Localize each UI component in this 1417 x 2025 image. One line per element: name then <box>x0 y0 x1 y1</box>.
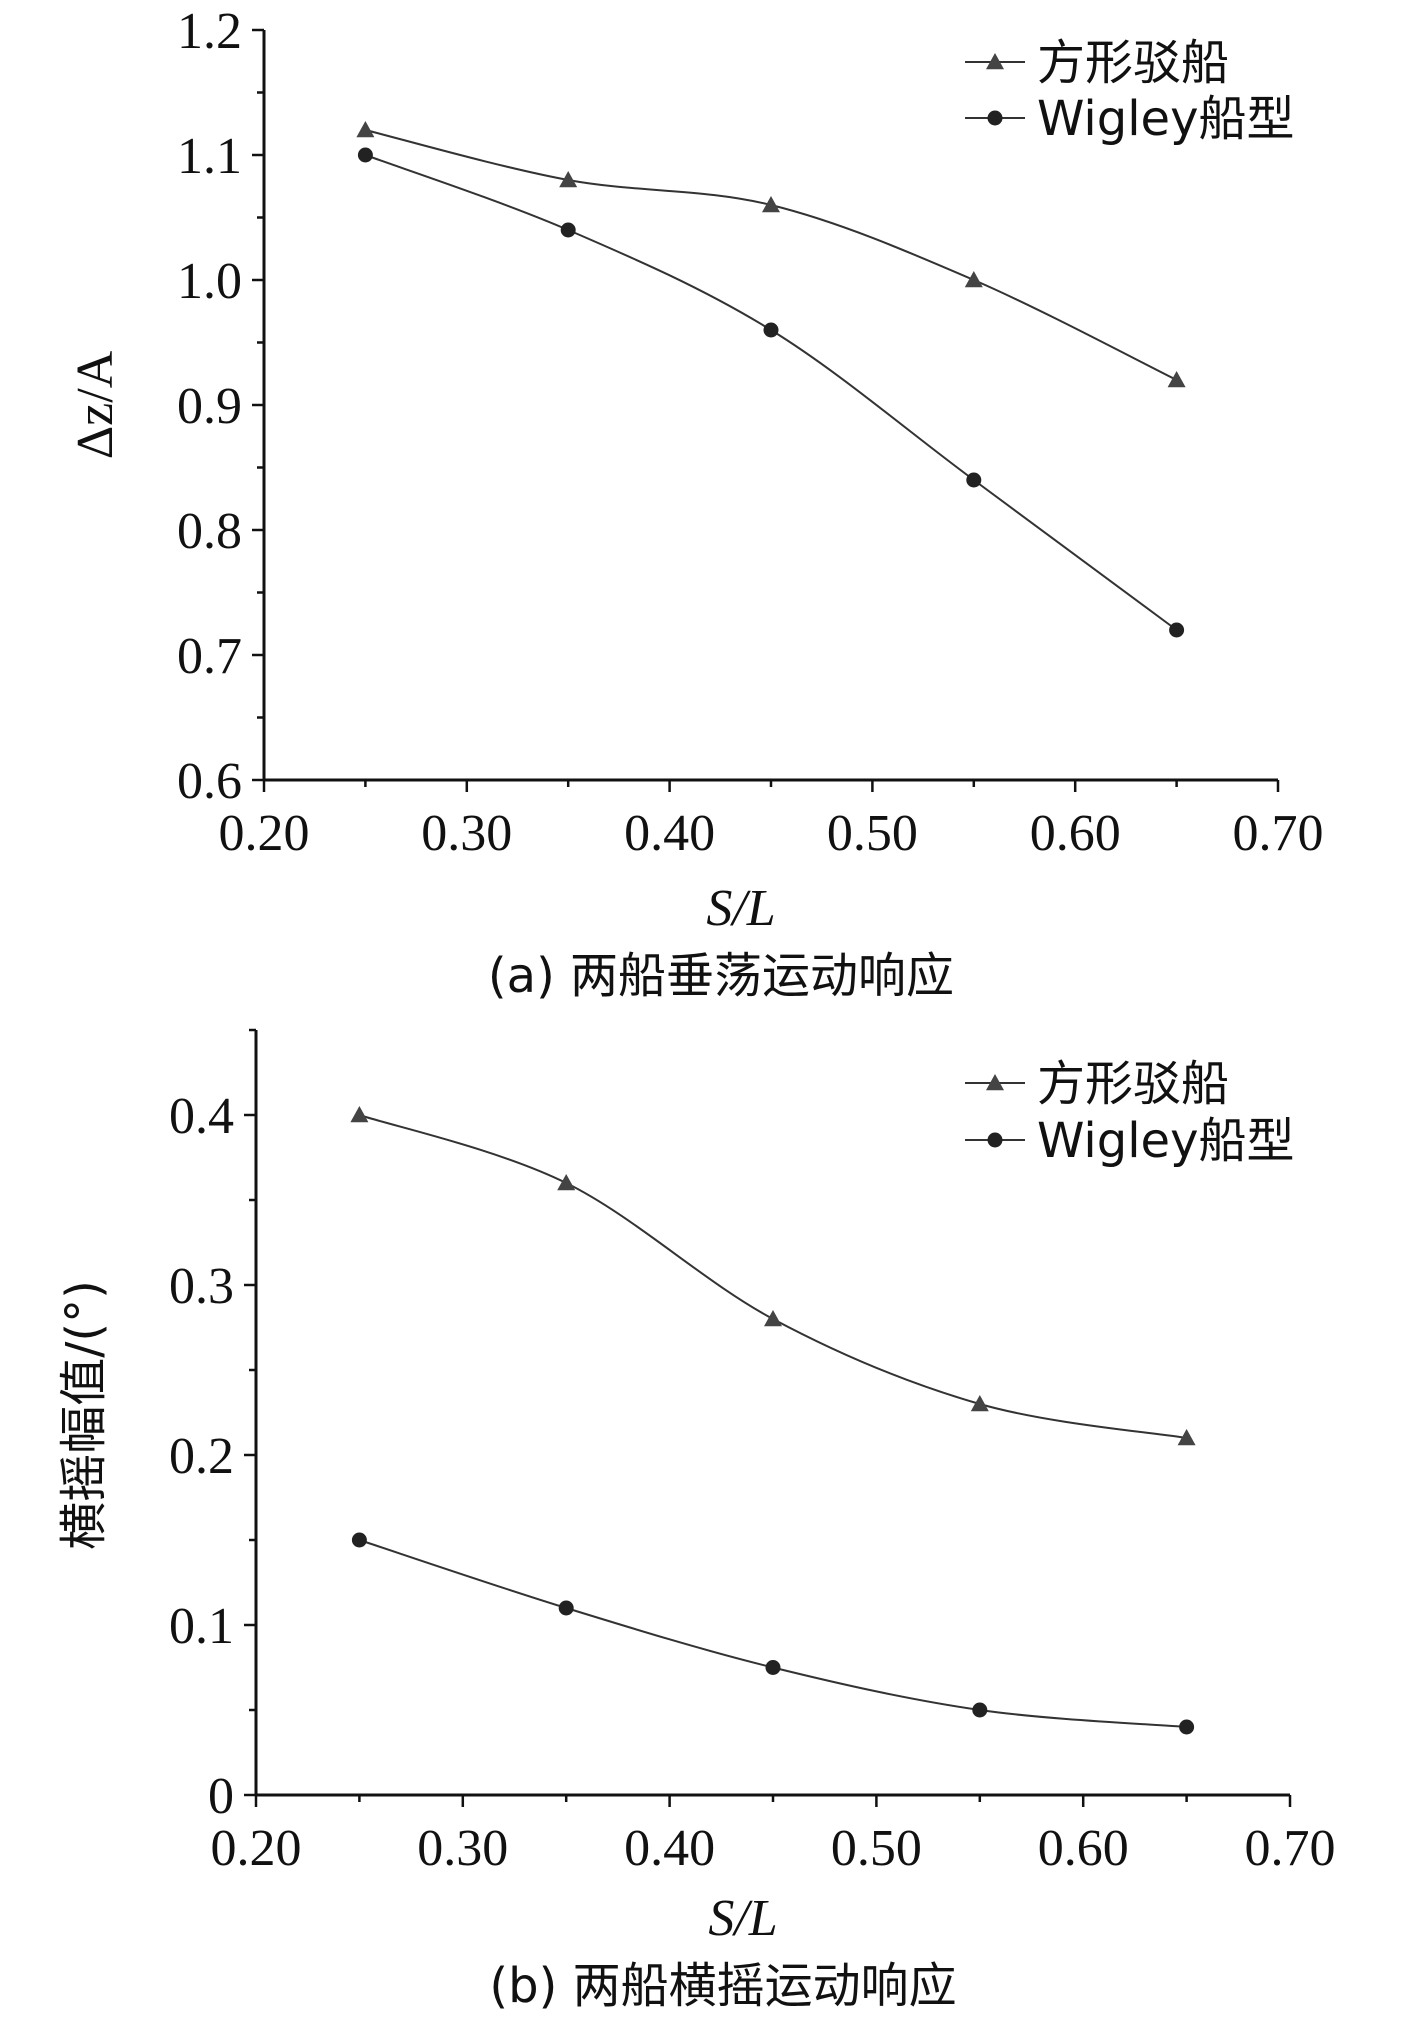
x-tick-label: 0.30 <box>417 1820 508 1877</box>
chart-roll-response: 0.20 0.30 0.40 0.50 0.60 0.70 0 0.1 0.2 0.3 0.4 S/L… <box>56 1028 1336 2014</box>
series-line-2 <box>365 154 1178 631</box>
legend-label: Wigley船型 <box>1037 1113 1295 1169</box>
data-point-series-2 <box>972 1702 988 1718</box>
data-point-series-1 <box>764 1310 782 1327</box>
legend-label: 方形驳船 <box>1037 1056 1229 1112</box>
x-tick-label: 0.70 <box>1245 1820 1336 1877</box>
legend-marker <box>987 110 1003 126</box>
data-point-series-2 <box>1169 622 1185 638</box>
series-line-2 <box>359 1539 1187 1728</box>
y-tick-label: 0.4 <box>169 1088 234 1145</box>
x-tick-label: 0.50 <box>827 805 918 862</box>
x-axis-title: S/L <box>706 880 775 937</box>
legend-marker <box>986 1074 1004 1091</box>
data-point-series-1 <box>964 271 983 288</box>
series-line-1 <box>365 129 1178 381</box>
y-axis-title: Δz/A <box>67 350 124 459</box>
data-point-series-1 <box>762 196 780 213</box>
data-point-series-2 <box>560 222 576 238</box>
data-point-series-2 <box>1179 1719 1195 1735</box>
x-tick-label: 0.60 <box>1030 805 1121 862</box>
y-tick-label: 0.8 <box>177 503 242 560</box>
data-point-series-1 <box>1167 371 1186 388</box>
x-tick-label: 0.20 <box>219 805 310 862</box>
x-tick-label: 0.40 <box>624 1820 715 1877</box>
x-tick-label: 0.30 <box>421 805 512 862</box>
data-point-series-1 <box>970 1395 989 1412</box>
x-tick-label: 0.20 <box>211 1820 302 1877</box>
y-tick-label: 0.3 <box>169 1258 234 1315</box>
legend-marker <box>987 1132 1003 1148</box>
legend-label: 方形驳船 <box>1037 35 1229 91</box>
chart-caption: (b) 两船横摇运动响应 <box>489 1958 956 2014</box>
data-point-series-2 <box>357 147 373 163</box>
legend-label: Wigley船型 <box>1037 91 1295 147</box>
legend-marker <box>986 53 1004 70</box>
data-point-series-1 <box>356 121 375 138</box>
y-tick-label: 0.6 <box>177 753 242 810</box>
data-point-series-2 <box>966 472 982 488</box>
x-axis-title: S/L <box>708 1890 777 1947</box>
y-tick-label: 0.2 <box>169 1428 234 1485</box>
chart-caption: (a) 两船垂荡运动响应 <box>488 948 954 1004</box>
y-axis-title: 横摇幅值/(°) <box>56 1280 112 1550</box>
data-point-series-1 <box>559 171 578 188</box>
data-point-series-2 <box>765 1660 781 1675</box>
data-point-series-1 <box>1177 1429 1196 1446</box>
x-tick-label: 0.60 <box>1038 1820 1129 1877</box>
data-point-series-1 <box>350 1106 369 1123</box>
y-tick-label: 0.9 <box>177 378 242 435</box>
x-tick-label: 0.50 <box>831 1820 922 1877</box>
y-tick-label: 0.1 <box>169 1598 234 1655</box>
x-tick-label: 0.40 <box>624 805 715 862</box>
data-point-series-2 <box>558 1600 574 1616</box>
y-tick-label: 1.2 <box>177 3 242 60</box>
y-tick-label: 0.7 <box>177 628 242 685</box>
x-tick-label: 0.70 <box>1233 805 1324 862</box>
chart-heave-response: 0.20 0.30 0.40 0.50 0.60 0.70 0.6 0.7 0.8 0.9 1.0 1… <box>67 3 1324 1004</box>
y-tick-label: 0 <box>208 1768 234 1825</box>
data-point-series-1 <box>557 1174 576 1191</box>
data-point-series-2 <box>351 1532 367 1548</box>
y-tick-label: 1.0 <box>177 253 242 310</box>
y-tick-label: 1.1 <box>177 128 242 185</box>
data-point-series-2 <box>763 322 779 338</box>
